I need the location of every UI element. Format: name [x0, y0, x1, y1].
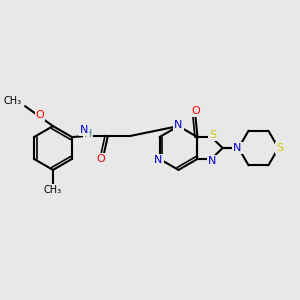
Text: N: N	[174, 120, 183, 130]
Text: N: N	[233, 143, 242, 153]
Text: N: N	[80, 125, 88, 135]
Text: H: H	[84, 129, 92, 139]
Text: O: O	[97, 154, 105, 164]
Text: CH₃: CH₃	[4, 96, 22, 106]
Text: CH₃: CH₃	[44, 185, 62, 195]
Text: S: S	[276, 143, 283, 153]
Text: S: S	[209, 130, 216, 140]
Text: O: O	[191, 106, 200, 116]
Text: N: N	[208, 156, 217, 166]
Text: O: O	[36, 110, 44, 120]
Text: N: N	[154, 155, 163, 165]
